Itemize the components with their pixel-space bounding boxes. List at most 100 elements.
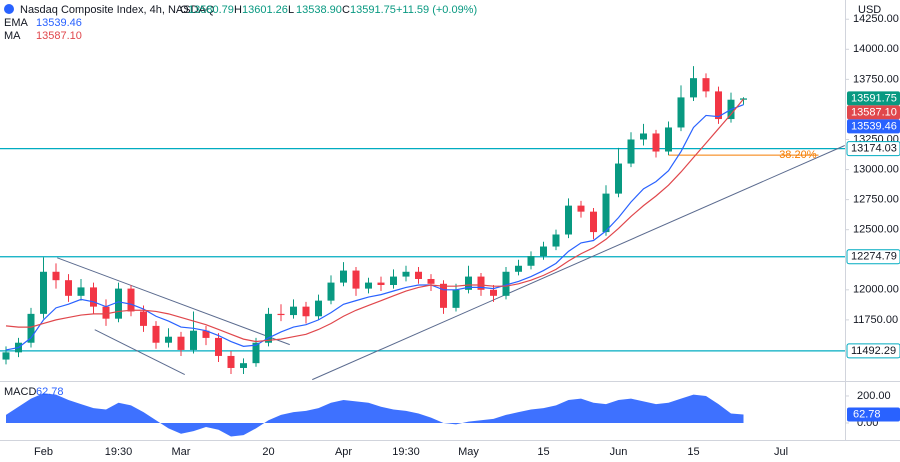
symbol-icon — [4, 4, 14, 14]
change: +11.59 (+0.09%) — [396, 4, 477, 16]
candle-body — [77, 287, 85, 296]
candle-body — [640, 133, 647, 140]
candle-body — [127, 288, 135, 312]
y-tick-label: 11750.00 — [853, 314, 898, 326]
candle-body — [265, 313, 272, 343]
candle-body — [365, 282, 372, 289]
candle-body — [52, 271, 60, 281]
candle-body — [515, 265, 522, 272]
macd-pane — [6, 393, 744, 437]
candle-body — [327, 282, 335, 301]
candle-body — [27, 313, 35, 343]
indicator-line — [5, 98, 744, 343]
x-tick-label: Jun — [610, 446, 628, 458]
level-box-label: 11492.29 — [851, 345, 896, 357]
candle-body — [415, 271, 422, 279]
macd-name: MACD — [4, 386, 36, 398]
candle-body — [702, 78, 710, 92]
y-tick-label: 13000.00 — [853, 163, 899, 175]
price-box-label: 13587.10 — [851, 106, 897, 118]
ohlc-value: 13538.90 — [296, 4, 342, 16]
candle-body — [240, 363, 247, 368]
candle-body — [427, 278, 435, 284]
macd-area — [6, 393, 744, 437]
y-tick-label: 12000.00 — [853, 284, 899, 296]
y-tick-label: 14250.00 — [853, 13, 899, 25]
candle-body — [602, 193, 610, 233]
legend-value: 13587.10 — [36, 30, 82, 42]
candle-body — [2, 352, 10, 360]
candle-body — [615, 163, 622, 194]
macd-value: 62.78 — [36, 386, 64, 398]
candle-body — [140, 311, 147, 326]
candle-body — [252, 342, 260, 364]
currency: USD — [858, 4, 881, 16]
y-tick-label: 13750.00 — [853, 73, 899, 85]
candle-body — [565, 205, 572, 235]
candle-body — [690, 78, 697, 98]
x-tick-label: Feb — [34, 446, 53, 458]
trendline — [312, 145, 845, 381]
candle-body — [590, 211, 597, 233]
candle-body — [677, 97, 685, 128]
candle-body — [227, 355, 235, 368]
candle-body — [340, 270, 347, 283]
candle-body — [302, 306, 310, 317]
chart-title: Nasdaq Composite Index, 4h, NASDAQ — [20, 4, 215, 16]
candle-body — [277, 313, 285, 316]
trendline — [57, 257, 290, 346]
price-box — [847, 105, 900, 120]
x-tick-label: 15 — [537, 446, 549, 458]
price-box — [847, 91, 900, 106]
candle-body — [527, 256, 535, 266]
trendline — [94, 329, 185, 376]
y-tick-label: 14000.00 — [853, 43, 899, 55]
candle-body — [115, 288, 122, 319]
level-box-label: 13174.03 — [851, 143, 897, 155]
candle-body — [627, 139, 635, 164]
candle-body — [577, 205, 585, 212]
x-tick-label: 19:30 — [105, 446, 133, 458]
candle-body — [402, 271, 410, 277]
x-tick-label: 20 — [262, 446, 274, 458]
level-box — [846, 249, 900, 265]
candle-body — [177, 336, 185, 350]
y-tick-label: 12500.00 — [853, 224, 899, 236]
candle-body — [65, 280, 72, 296]
candle-body — [40, 271, 47, 314]
candle-body — [665, 127, 672, 152]
macd-box — [847, 407, 900, 422]
x-tick-label: May — [458, 446, 479, 458]
x-tick-label: Mar — [172, 446, 191, 458]
candle-body — [715, 91, 722, 120]
price-box — [847, 119, 900, 134]
price-box-label: 13539.46 — [851, 120, 897, 132]
candle-body — [652, 133, 660, 152]
legend-name: EMA — [4, 17, 29, 29]
candle-body — [315, 300, 322, 317]
x-tick-label: 19:30 — [392, 446, 420, 458]
legend-value: 13539.46 — [36, 17, 82, 29]
x-tick-label: Jul — [774, 446, 788, 458]
candle-body — [452, 289, 460, 308]
level-box-label: 12274.79 — [851, 251, 897, 263]
y-tick-label: 12750.00 — [853, 194, 899, 206]
price-pane: 38.20% — [0, 66, 845, 381]
x-tick-label: 15 — [687, 446, 699, 458]
macd-box-label: 62.78 — [853, 408, 881, 420]
price-box-label: 13591.75 — [851, 92, 897, 104]
ohlc-key: H — [234, 4, 242, 16]
candle-body — [490, 289, 497, 296]
ohlc-value: 13580.79 — [188, 4, 234, 16]
candle-body — [390, 276, 397, 285]
candle-body — [190, 330, 197, 350]
legend-name: MA — [4, 30, 21, 42]
ohlc-value: 13591.75 — [350, 4, 396, 16]
candle-body — [165, 336, 172, 343]
candle-body — [477, 276, 485, 290]
x-tick-label: Apr — [335, 446, 352, 458]
ohlc-key: C — [342, 4, 350, 16]
candle-body — [440, 283, 447, 308]
level-box — [846, 343, 900, 359]
